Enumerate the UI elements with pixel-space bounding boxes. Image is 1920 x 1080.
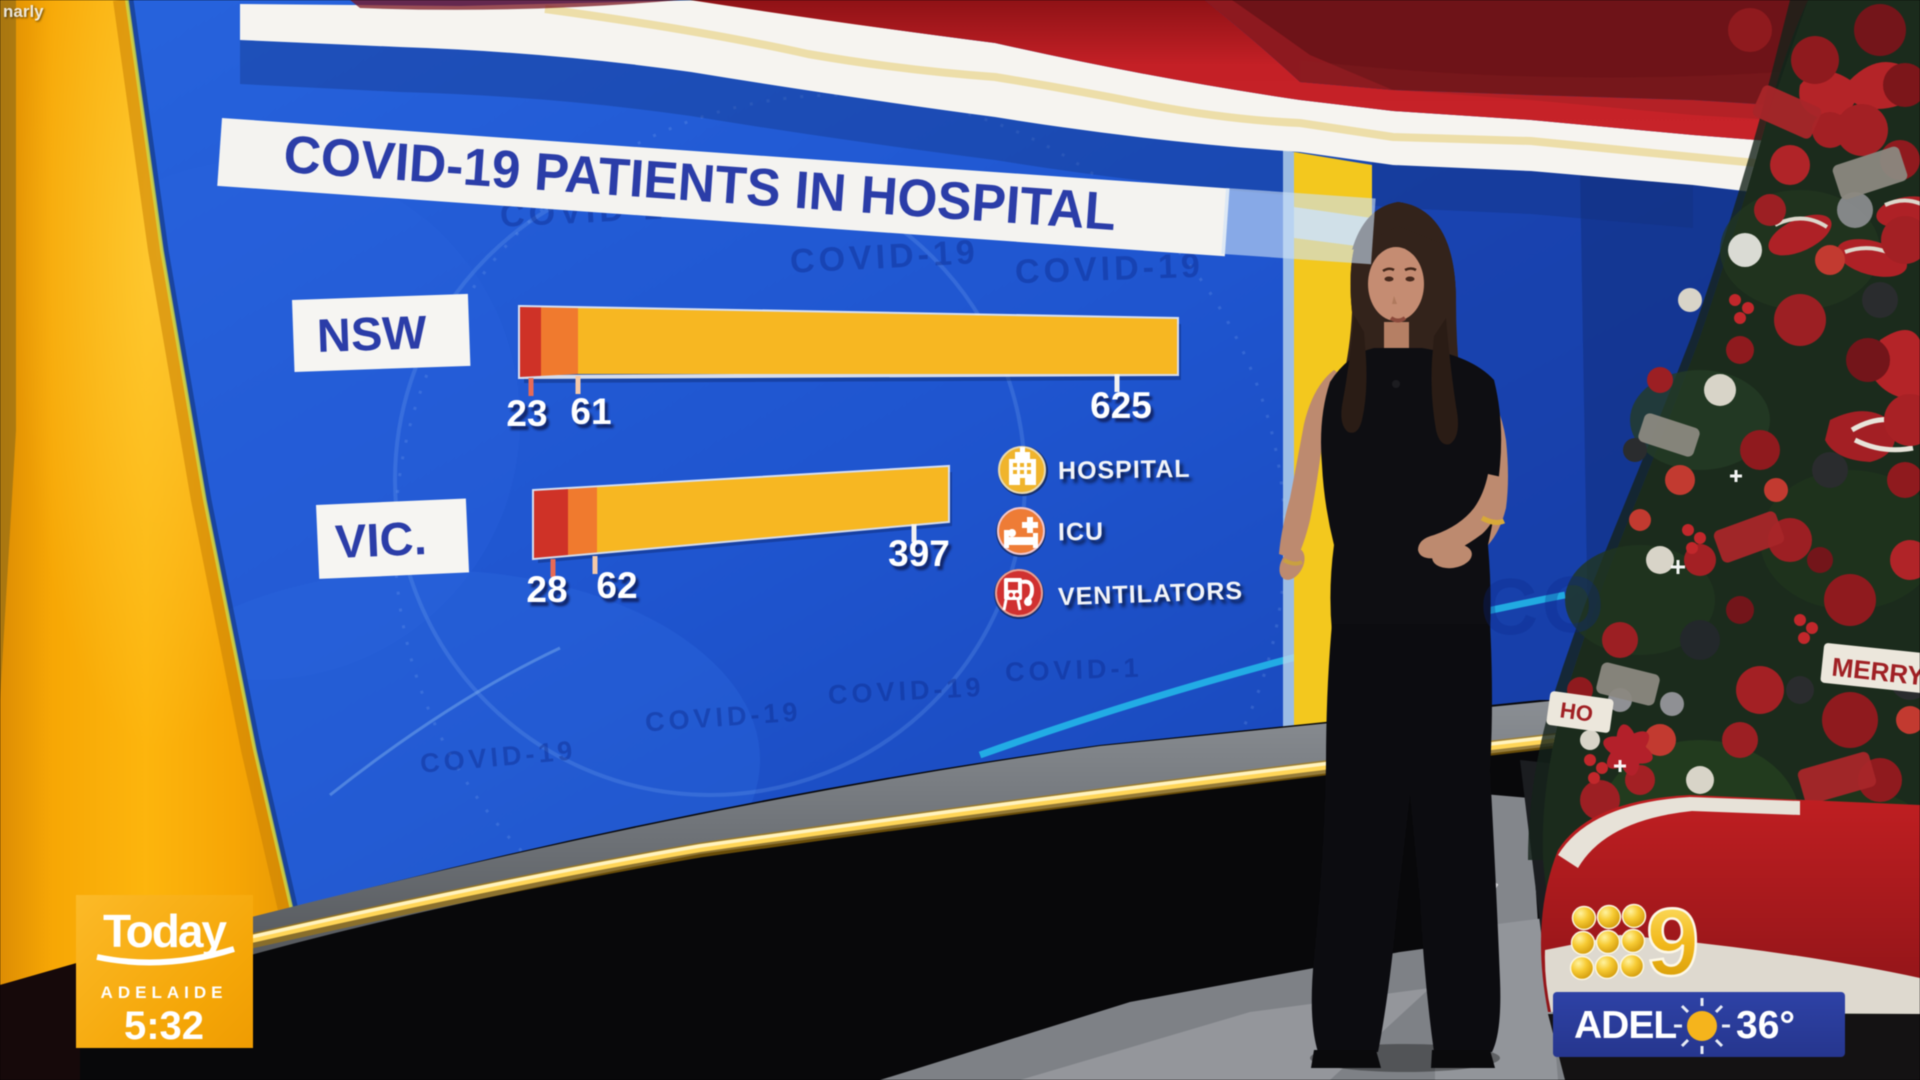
svg-text:5:32: 5:32 [124,1004,204,1048]
svg-text:HO: HO [1558,697,1594,726]
svg-text:9: 9 [1646,889,1699,996]
svg-text:Today: Today [103,905,227,957]
svg-text:ADELAIDE: ADELAIDE [101,983,228,1002]
